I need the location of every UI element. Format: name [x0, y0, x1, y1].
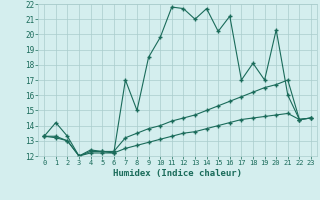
X-axis label: Humidex (Indice chaleur): Humidex (Indice chaleur) [113, 169, 242, 178]
